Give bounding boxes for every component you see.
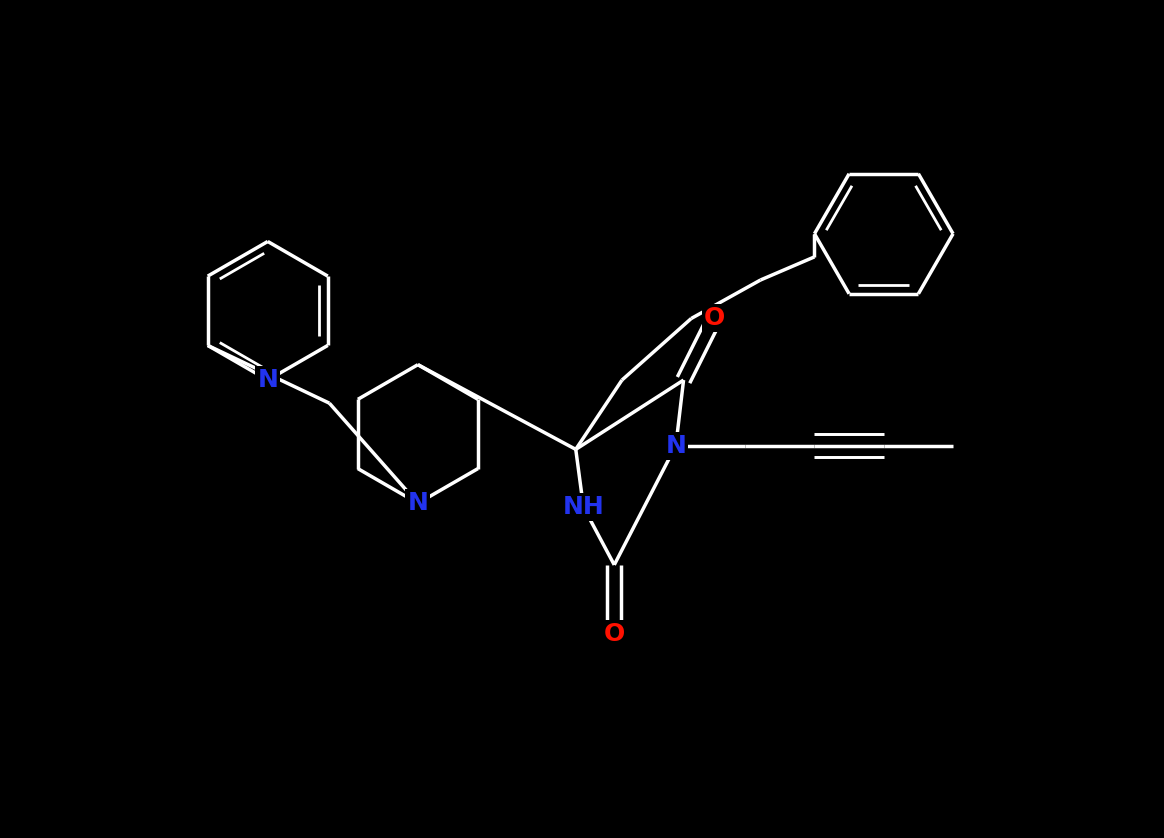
Text: N: N	[666, 433, 687, 458]
Text: N: N	[257, 368, 278, 392]
Text: O: O	[704, 307, 725, 330]
Text: N: N	[407, 491, 428, 515]
Text: NH: NH	[562, 495, 604, 519]
Text: O: O	[604, 622, 625, 646]
